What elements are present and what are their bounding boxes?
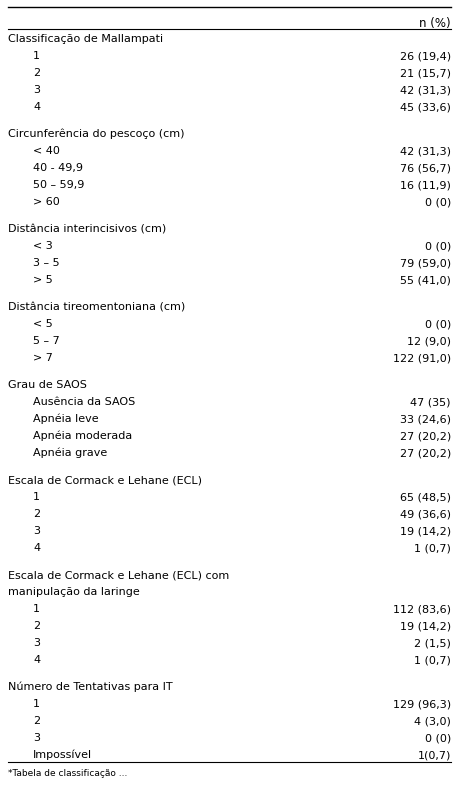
Text: 3: 3 [33,526,40,535]
Text: 0 (0): 0 (0) [425,319,451,328]
Text: 2: 2 [33,715,40,725]
Text: 1: 1 [33,603,40,613]
Text: 21 (15,7): 21 (15,7) [400,68,451,78]
Text: n (%): n (%) [420,17,451,30]
Text: Escala de Cormack e Lehane (ECL) com: Escala de Cormack e Lehane (ECL) com [8,569,229,580]
Text: 1: 1 [33,491,40,502]
Text: 33 (24,6): 33 (24,6) [400,414,451,423]
Text: Apnéia moderada: Apnéia moderada [33,430,132,440]
Text: 3: 3 [33,732,40,742]
Text: 2: 2 [33,508,40,518]
Text: 42 (31,3): 42 (31,3) [400,146,451,156]
Text: 65 (48,5): 65 (48,5) [400,491,451,502]
Text: 122 (91,0): 122 (91,0) [393,353,451,363]
Text: Ausência da SAOS: Ausência da SAOS [33,397,135,407]
Text: 0 (0): 0 (0) [425,197,451,207]
Text: > 60: > 60 [33,197,60,207]
Text: 27 (20,2): 27 (20,2) [400,431,451,440]
Text: 40 - 49,9: 40 - 49,9 [33,163,83,173]
Text: 16 (11,9): 16 (11,9) [400,180,451,190]
Text: 1 (0,7): 1 (0,7) [414,543,451,552]
Text: Número de Tentativas para IT: Número de Tentativas para IT [8,681,173,692]
Text: < 5: < 5 [33,319,53,328]
Text: 1: 1 [33,51,40,61]
Text: manipulação da laringe: manipulação da laringe [8,586,140,597]
Text: Circunferência do pescoço (cm): Circunferência do pescoço (cm) [8,129,185,139]
Text: 5 – 7: 5 – 7 [33,336,60,345]
Text: 0 (0): 0 (0) [425,241,451,251]
Text: 2: 2 [33,68,40,78]
Text: 4: 4 [33,543,40,552]
Text: > 5: > 5 [33,275,53,285]
Text: 3: 3 [33,85,40,95]
Text: 1: 1 [33,698,40,708]
Text: 45 (33,6): 45 (33,6) [400,102,451,112]
Text: 4: 4 [33,654,40,664]
Text: Apnéia leve: Apnéia leve [33,414,99,423]
Text: Impossível: Impossível [33,749,92,759]
Text: *Tabela de classificação ...: *Tabela de classificação ... [8,768,128,777]
Text: Classificação de Mallampati: Classificação de Mallampati [8,34,163,44]
Text: 3 – 5: 3 – 5 [33,258,60,268]
Text: 76 (56,7): 76 (56,7) [400,163,451,173]
Text: > 7: > 7 [33,353,53,363]
Text: 3: 3 [33,637,40,647]
Text: Distância interincisivos (cm): Distância interincisivos (cm) [8,224,166,234]
Text: 19 (14,2): 19 (14,2) [400,620,451,630]
Text: 2 (1,5): 2 (1,5) [414,637,451,647]
Text: 129 (96,3): 129 (96,3) [393,698,451,708]
Text: < 3: < 3 [33,241,53,251]
Text: 1 (0,7): 1 (0,7) [414,654,451,664]
Text: 49 (36,6): 49 (36,6) [400,508,451,518]
Text: Grau de SAOS: Grau de SAOS [8,380,87,390]
Text: 19 (14,2): 19 (14,2) [400,526,451,535]
Text: Apnéia grave: Apnéia grave [33,447,107,457]
Text: 47 (35): 47 (35) [410,397,451,407]
Text: 12 (9,0): 12 (9,0) [407,336,451,345]
Text: 1(0,7): 1(0,7) [418,749,451,759]
Text: 26 (19,4): 26 (19,4) [400,51,451,61]
Text: 50 – 59,9: 50 – 59,9 [33,180,84,190]
Text: 2: 2 [33,620,40,630]
Text: 112 (83,6): 112 (83,6) [393,603,451,613]
Text: Escala de Cormack e Lehane (ECL): Escala de Cormack e Lehane (ECL) [8,474,202,485]
Text: 79 (59,0): 79 (59,0) [400,258,451,268]
Text: 4: 4 [33,102,40,112]
Text: 4 (3,0): 4 (3,0) [414,715,451,725]
Text: 27 (20,2): 27 (20,2) [400,448,451,457]
Text: 42 (31,3): 42 (31,3) [400,85,451,95]
Text: 0 (0): 0 (0) [425,732,451,742]
Text: 55 (41,0): 55 (41,0) [400,275,451,285]
Text: < 40: < 40 [33,146,60,156]
Text: Distância tireomentoniana (cm): Distância tireomentoniana (cm) [8,302,185,312]
